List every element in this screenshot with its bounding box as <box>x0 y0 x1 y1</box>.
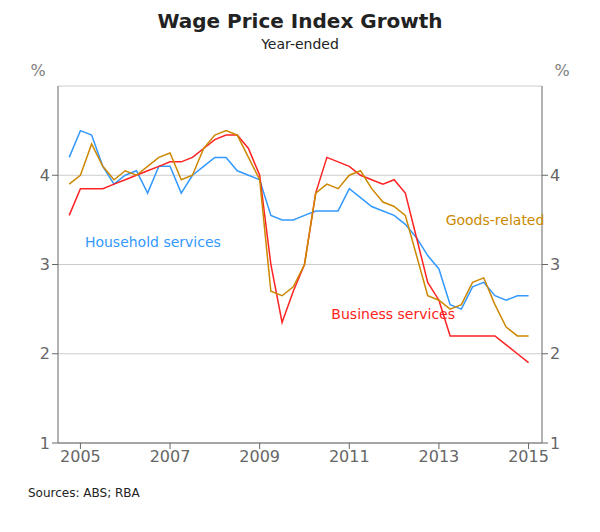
svg-text:4: 4 <box>40 166 50 185</box>
svg-text:Goods-related: Goods-related <box>446 212 545 228</box>
svg-text:3: 3 <box>40 255 50 274</box>
svg-text:2: 2 <box>40 344 50 363</box>
svg-text:1: 1 <box>40 434 50 453</box>
html-text:Year-ended: Year-ended <box>261 36 339 52</box>
html-text:Wage Price Index Growth: Wage Price Index Growth <box>157 9 443 33</box>
svg-text:1: 1 <box>550 434 560 453</box>
svg-text:%: % <box>554 61 569 80</box>
html-text:Sources: ABS; RBA: Sources: ABS; RBA <box>28 486 140 500</box>
svg-text:2005: 2005 <box>60 447 101 466</box>
svg-text:2007: 2007 <box>150 447 191 466</box>
svg-text:Household services: Household services <box>85 234 221 250</box>
svg-text:2011: 2011 <box>329 447 370 466</box>
svg-text:2009: 2009 <box>239 447 280 466</box>
svg-text:3: 3 <box>550 255 560 274</box>
svg-text:Business services: Business services <box>331 306 455 322</box>
svg-text:4: 4 <box>550 166 560 185</box>
svg-text:2015: 2015 <box>508 447 549 466</box>
svg-text:%: % <box>30 61 45 80</box>
svg-text:2: 2 <box>550 344 560 363</box>
svg-text:2013: 2013 <box>419 447 460 466</box>
